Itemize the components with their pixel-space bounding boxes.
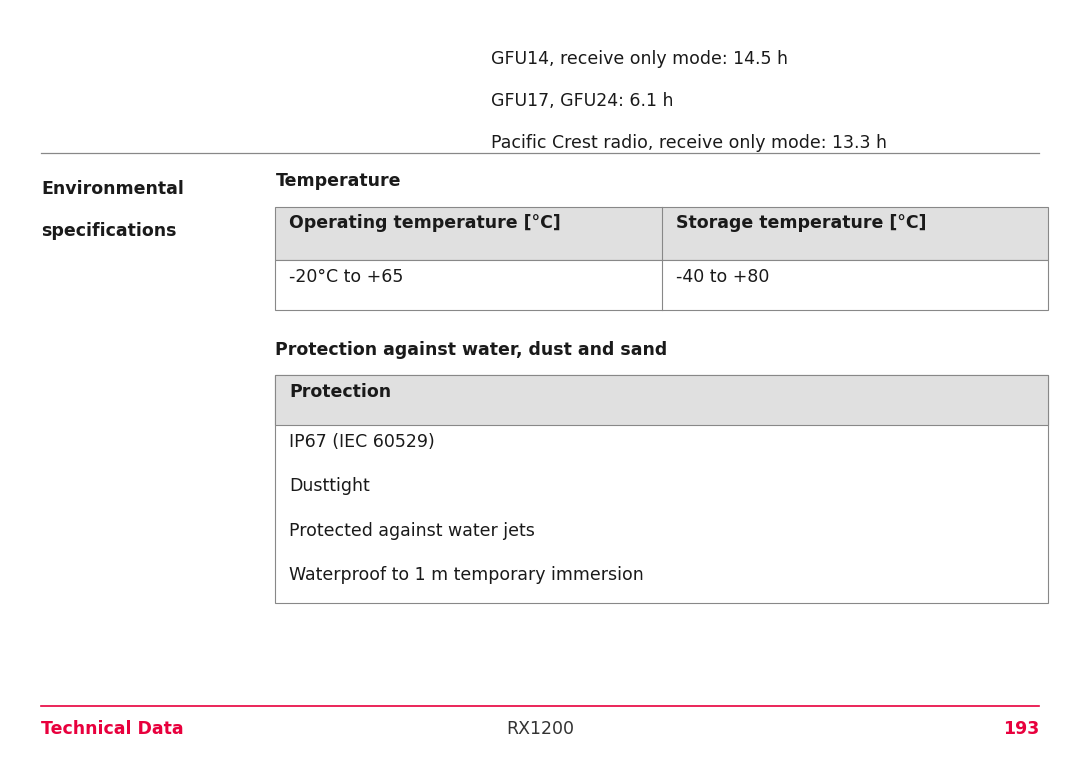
Text: Temperature: Temperature [275, 172, 401, 190]
Text: specifications: specifications [41, 222, 176, 240]
Text: Pacific Crest radio, receive only mode: 13.3 h: Pacific Crest radio, receive only mode: … [491, 134, 888, 152]
Text: RX1200: RX1200 [507, 720, 573, 738]
Text: Technical Data: Technical Data [41, 720, 184, 738]
Text: IP67 (IEC 60529): IP67 (IEC 60529) [289, 433, 435, 450]
Text: GFU17, GFU24: 6.1 h: GFU17, GFU24: 6.1 h [491, 92, 674, 110]
Text: Protection: Protection [289, 383, 392, 401]
Text: GFU14, receive only mode: 14.5 h: GFU14, receive only mode: 14.5 h [491, 50, 788, 67]
Text: Dusttight: Dusttight [289, 477, 370, 495]
Text: -20°C to +65: -20°C to +65 [289, 268, 404, 286]
Bar [275, 260, 1048, 310]
Text: Storage temperature [°C]: Storage temperature [°C] [676, 214, 926, 232]
Bar [275, 375, 1048, 425]
Text: Protected against water jets: Protected against water jets [289, 522, 536, 539]
Text: Environmental: Environmental [41, 180, 184, 198]
Text: Waterproof to 1 m temporary immersion: Waterproof to 1 m temporary immersion [289, 566, 644, 584]
Text: -40 to +80: -40 to +80 [676, 268, 769, 286]
Bar [275, 375, 1048, 603]
Text: Operating temperature [°C]: Operating temperature [°C] [289, 214, 562, 232]
Bar [275, 207, 1048, 260]
Text: Protection against water, dust and sand: Protection against water, dust and sand [275, 341, 667, 358]
Text: 193: 193 [1002, 720, 1039, 738]
